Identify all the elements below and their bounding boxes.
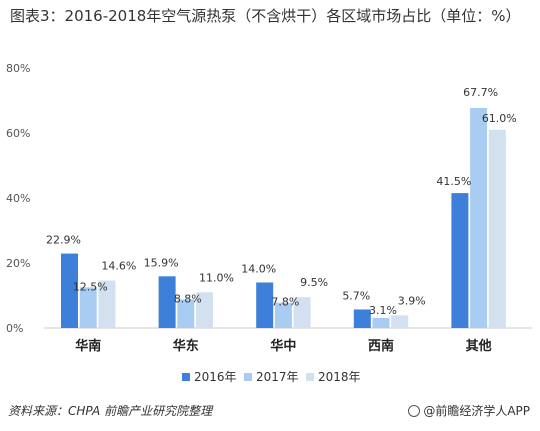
category-labels: 华南 华东 华中 西南 其他	[75, 338, 491, 354]
category-label: 其他	[466, 338, 492, 354]
category-label: 华中	[270, 338, 296, 354]
category-label: 华南	[75, 338, 101, 354]
bar	[391, 315, 409, 328]
y-axis: 0% 20% 40% 60% 80%	[6, 62, 30, 335]
data-label: 15.9%	[144, 256, 179, 269]
bar	[274, 302, 292, 328]
data-label: 41.5%	[436, 175, 471, 188]
chart-title: 图表3：2016-2018年空气源热泵（不含烘干）各区域市场占比（单位：%）	[10, 7, 521, 25]
data-label: 12.5%	[73, 280, 108, 293]
data-label: 3.1%	[369, 304, 397, 317]
bar	[61, 253, 78, 328]
data-label: 8.8%	[174, 292, 202, 305]
data-label: 7.8%	[271, 296, 299, 309]
legend-label: 2017年	[256, 370, 299, 384]
legend: 2016年 2017年 2018年	[182, 370, 361, 384]
bar	[470, 107, 488, 328]
bar	[372, 317, 390, 328]
bars	[61, 107, 506, 328]
y-tick-label: 60%	[6, 127, 30, 140]
legend-swatch	[244, 373, 252, 381]
data-label: 9.5%	[300, 276, 328, 289]
bar	[196, 292, 213, 328]
data-label: 3.9%	[398, 294, 426, 307]
data-label: 22.9%	[46, 234, 81, 247]
bar	[177, 299, 195, 328]
legend-swatch	[306, 373, 314, 381]
bar	[488, 129, 506, 328]
y-tick-label: 0%	[6, 322, 23, 335]
brand-mark: @前瞻经济学人APP	[408, 402, 530, 419]
data-label: 11.0%	[199, 271, 234, 284]
bar	[451, 193, 469, 328]
bar	[256, 282, 274, 328]
y-tick-label: 40%	[6, 192, 30, 205]
data-label: 14.6%	[101, 260, 136, 273]
category-label: 华东	[173, 338, 199, 354]
y-tick-label: 80%	[6, 62, 30, 75]
bar	[79, 287, 97, 328]
brand-logo-icon	[408, 405, 421, 417]
bar	[353, 309, 371, 328]
data-label: 14.0%	[241, 263, 276, 276]
source-note: 资料来源：CHPA 前瞻产业研究院整理	[8, 404, 213, 418]
bar	[293, 297, 311, 328]
legend-label: 2016年	[194, 370, 237, 384]
legend-swatch	[182, 373, 190, 381]
legend-label: 2018年	[318, 370, 361, 384]
data-label: 67.7%	[463, 86, 498, 99]
data-label: 61.0%	[482, 112, 517, 125]
data-label: 5.7%	[342, 289, 370, 302]
category-label: 西南	[368, 338, 394, 354]
data-labels: 22.9% 12.5% 14.6% 15.9% 8.8% 11.0% 14.0% 7.8%9.…	[46, 86, 517, 317]
y-tick-label: 20%	[6, 257, 30, 270]
brand-text: @前瞻经济学人APP	[423, 404, 530, 418]
bar	[158, 276, 176, 328]
bar	[98, 280, 116, 328]
